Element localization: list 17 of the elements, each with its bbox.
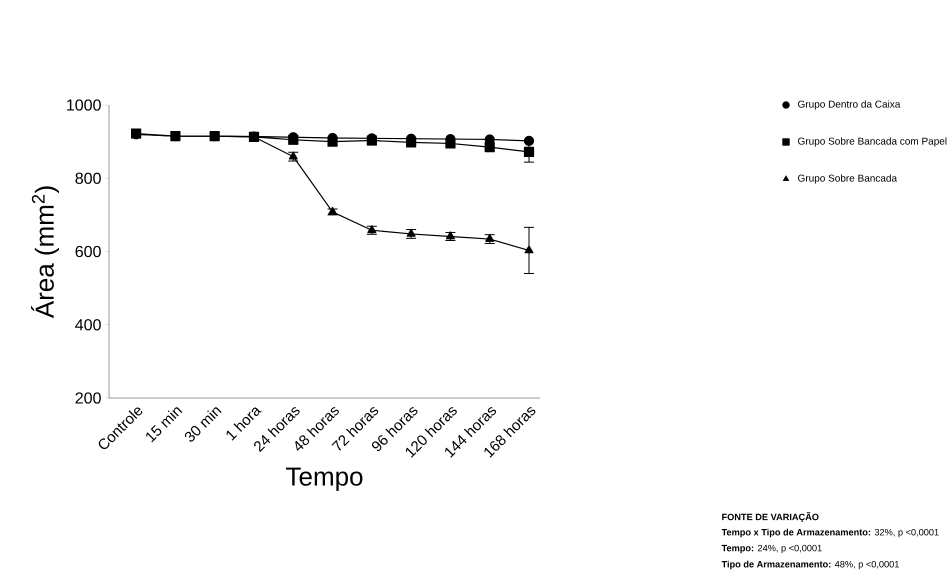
y-tick-label: 600: [76, 246, 101, 258]
x-tick-label: 15 min: [146, 407, 182, 442]
y-tick-label: 800: [75, 172, 101, 184]
text: Tempo: 24%, p <0,0001: [722, 544, 822, 554]
text: Tipo de Armazenamento: 48%, p <0,0001: [722, 560, 899, 570]
y-tick-label: 1000: [67, 99, 101, 111]
legend-label: Grupo Dentro da Caixa: [798, 100, 900, 110]
legend-label: Grupo Sobre Bancada com Papel: [798, 137, 946, 147]
text: Tempo x Tipo de Armazenamento: 32%, p <0,0001: [722, 528, 939, 538]
source-note: FONTE DE VARIAÇÃO: [722, 512, 819, 522]
y-tick-label: 400: [75, 319, 101, 330]
x-tick-label: 1 hora: [226, 408, 262, 441]
y-axis-title: Área (mm$^{2}$): [31, 186, 60, 318]
x-axis-title: Tempo: [286, 468, 362, 491]
y-tick-label: 200: [76, 392, 101, 404]
x-tick-label: 30 min: [184, 407, 222, 442]
legend-label: Grupo Sobre Bancada: [798, 174, 898, 184]
